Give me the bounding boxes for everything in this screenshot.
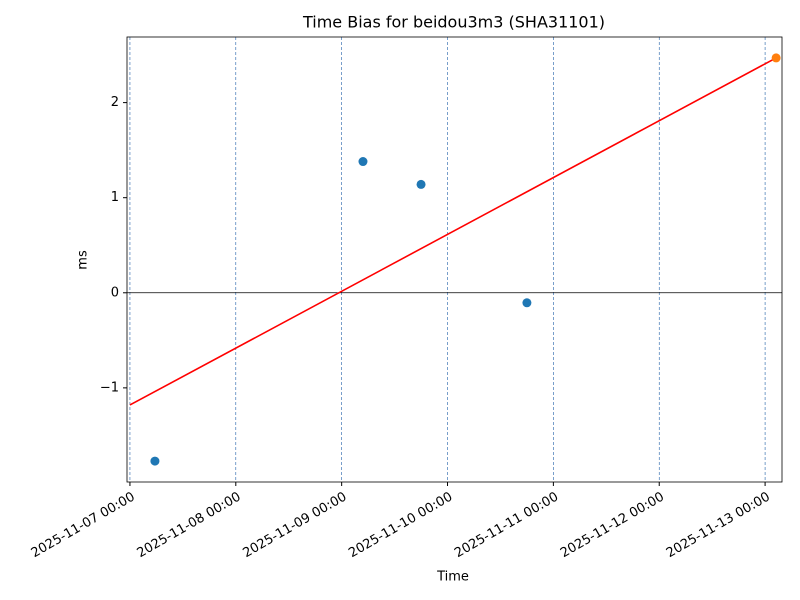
chart-title: Time Bias for beidou3m3 (SHA31101) bbox=[302, 13, 605, 32]
x-tick-label: 2025-11-09 00:00 bbox=[240, 490, 349, 562]
y-tick-label: 2 bbox=[111, 95, 119, 110]
y-tick-label: −1 bbox=[100, 380, 119, 395]
x-axis-label: Time bbox=[436, 570, 469, 585]
point bbox=[150, 456, 160, 466]
y-tick-label: 0 bbox=[111, 285, 119, 300]
x-tick-label: 2025-11-08 00:00 bbox=[135, 490, 244, 562]
y-axis-label: ms bbox=[76, 250, 91, 270]
plot-frame bbox=[126, 36, 783, 483]
x-tick-label: 2025-11-13 00:00 bbox=[664, 490, 773, 562]
point bbox=[416, 179, 426, 189]
point bbox=[771, 53, 781, 63]
y-tick-label: 1 bbox=[111, 190, 119, 205]
x-tick-label: 2025-11-10 00:00 bbox=[346, 490, 455, 562]
point bbox=[522, 298, 532, 308]
point bbox=[358, 157, 368, 167]
x-tick-label: 2025-11-11 00:00 bbox=[452, 490, 561, 562]
x-tick-label: 2025-11-12 00:00 bbox=[558, 490, 667, 562]
x-tick-label: 2025-11-07 00:00 bbox=[29, 490, 138, 562]
trend-line bbox=[129, 57, 777, 406]
